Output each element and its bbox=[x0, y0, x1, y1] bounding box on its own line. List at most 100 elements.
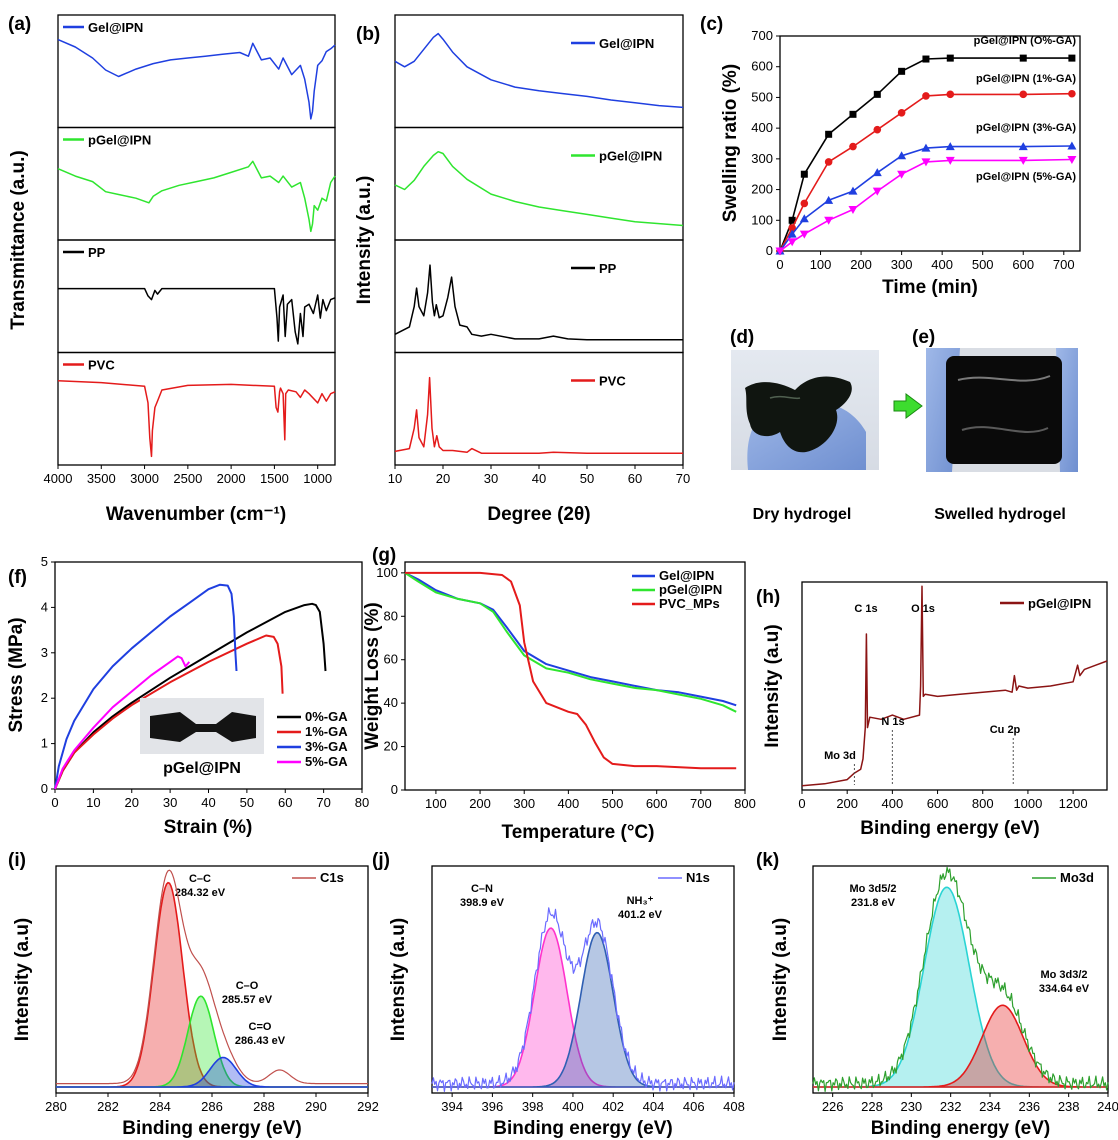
y-tick-label: 2 bbox=[41, 690, 48, 705]
x-axis-label: Wavenumber (cm⁻¹) bbox=[106, 504, 286, 525]
x-tick-label: 0 bbox=[51, 795, 58, 810]
x-tick-label: 50 bbox=[580, 471, 594, 486]
panel-label-d: (d) bbox=[730, 327, 754, 348]
y-tick-label: 40 bbox=[384, 695, 398, 710]
panel-label-e: (e) bbox=[912, 327, 935, 348]
x-tick-label: 10 bbox=[388, 471, 402, 486]
x-tick-label: 600 bbox=[927, 796, 949, 811]
data-point bbox=[1019, 54, 1027, 62]
data-point bbox=[1018, 142, 1028, 151]
x-axis-label: Binding energy (eV) bbox=[122, 1118, 301, 1139]
data-point bbox=[824, 158, 833, 166]
data-point bbox=[945, 142, 955, 151]
fit-component-2 bbox=[56, 1056, 368, 1088]
series-line-pvc bbox=[57, 380, 336, 458]
x-tick-label: 40 bbox=[201, 795, 215, 810]
legend-label: pGel@IPN bbox=[88, 133, 151, 148]
stack-frame-pgel-ipn bbox=[394, 126, 684, 241]
data-point bbox=[800, 199, 809, 208]
component-value: 398.9 eV bbox=[460, 897, 505, 909]
data-point bbox=[897, 170, 907, 179]
x-tick-label: 408 bbox=[723, 1099, 745, 1114]
y-tick-label: 300 bbox=[751, 151, 773, 166]
y-tick-label: 0 bbox=[391, 782, 398, 797]
plot-frame-j bbox=[431, 865, 735, 1094]
y-tick-label: 400 bbox=[751, 120, 773, 135]
caption-dry-hydrogel: Dry hydrogel bbox=[753, 506, 852, 523]
component-label: Mo 3d5/2 bbox=[849, 883, 896, 895]
y-axis-label: Stress (MPa) bbox=[6, 617, 27, 732]
y-tick-label: 600 bbox=[751, 59, 773, 74]
y-axis-label: Transmittance (a.u.) bbox=[8, 150, 29, 330]
component-label: C–C bbox=[189, 873, 211, 885]
legend-label: Gel@IPN bbox=[659, 568, 714, 583]
arrow-icon bbox=[893, 393, 923, 419]
x-tick-label: 400 bbox=[882, 796, 904, 811]
y-tick-label: 4 bbox=[41, 599, 48, 614]
data-point bbox=[788, 224, 796, 232]
x-tick-label: 500 bbox=[602, 796, 624, 811]
series-line-pp bbox=[394, 264, 683, 341]
component-label: C–N bbox=[471, 883, 493, 895]
x-axis-label: Binding energy (eV) bbox=[871, 1118, 1050, 1139]
data-point bbox=[1019, 90, 1028, 99]
x-tick-label: 400 bbox=[562, 1099, 584, 1114]
x-tick-label: 20 bbox=[436, 471, 450, 486]
caption-swelled-hydrogel: Swelled hydrogel bbox=[934, 506, 1066, 523]
data-point bbox=[1068, 89, 1076, 98]
x-tick-label: 404 bbox=[643, 1099, 665, 1114]
y-tick-label: 100 bbox=[376, 565, 398, 580]
x-tick-label: 400 bbox=[931, 257, 953, 272]
x-tick-label: 2500 bbox=[173, 471, 202, 486]
data-point bbox=[848, 186, 858, 195]
data-point bbox=[848, 206, 858, 215]
data-point bbox=[921, 158, 931, 167]
x-tick-label: 240 bbox=[1097, 1099, 1118, 1114]
series-line-gel-ipn bbox=[394, 32, 684, 109]
data-point bbox=[1018, 156, 1028, 165]
x-tick-label: 600 bbox=[1012, 257, 1034, 272]
raw-spectrum bbox=[431, 907, 735, 1093]
data-point bbox=[825, 130, 833, 138]
y-tick-label: 3 bbox=[41, 645, 48, 660]
series-line-pgel-ipn bbox=[57, 160, 336, 233]
data-point bbox=[945, 156, 955, 165]
x-tick-label: 0 bbox=[798, 796, 805, 811]
panel-label-k: (k) bbox=[756, 850, 779, 871]
series-label: pGel@IPN (O%-GA) bbox=[974, 35, 1077, 47]
raw-spectrum bbox=[812, 866, 1109, 1093]
chart-h-xps-survey: 0 200 400 600 800 1000 1200 Binding energy (eV)… bbox=[762, 581, 1108, 839]
x-tick-label: 0 bbox=[776, 257, 783, 272]
photo-dry-hydrogel bbox=[731, 350, 879, 470]
legend-label: 5%-GA bbox=[305, 754, 348, 769]
x-tick-label: 700 bbox=[690, 796, 712, 811]
x-tick-label: 60 bbox=[278, 795, 292, 810]
x-tick-label: 402 bbox=[602, 1099, 624, 1114]
x-tick-label: 10 bbox=[86, 795, 100, 810]
legend-label: Gel@IPN bbox=[88, 20, 143, 35]
data-point bbox=[873, 90, 881, 98]
x-tick-label: 234 bbox=[979, 1099, 1001, 1114]
series-line-pp bbox=[58, 287, 336, 345]
x-tick-label: 200 bbox=[836, 796, 858, 811]
data-point bbox=[799, 230, 809, 239]
chart-c-swelling: 0 100 200 300 400 500 600 700 0 100 200 300 400 500 60… bbox=[720, 28, 1081, 298]
y-tick-label: 0 bbox=[41, 781, 48, 796]
series-label: pGel@IPN (1%-GA) bbox=[976, 73, 1076, 85]
component-label: Mo 3d3/2 bbox=[1040, 969, 1087, 981]
x-tick-label: 230 bbox=[900, 1099, 922, 1114]
data-point bbox=[824, 216, 834, 225]
x-tick-label: 2000 bbox=[217, 471, 246, 486]
series-label: pGel@IPN (5%-GA) bbox=[976, 171, 1076, 183]
y-tick-label: 1 bbox=[41, 736, 48, 751]
data-point bbox=[1068, 54, 1076, 62]
legend-label: PP bbox=[599, 261, 617, 276]
x-axis-label: Strain (%) bbox=[164, 817, 253, 838]
x-tick-label: 4000 bbox=[44, 471, 73, 486]
x-tick-label: 200 bbox=[469, 796, 491, 811]
component-value: 334.64 eV bbox=[1039, 983, 1090, 995]
stack-frame-pvc bbox=[57, 351, 336, 466]
y-axis-label: Weight Loss (%) bbox=[362, 602, 383, 749]
data-point bbox=[921, 143, 931, 152]
legend-label: Gel@IPN bbox=[599, 36, 654, 51]
